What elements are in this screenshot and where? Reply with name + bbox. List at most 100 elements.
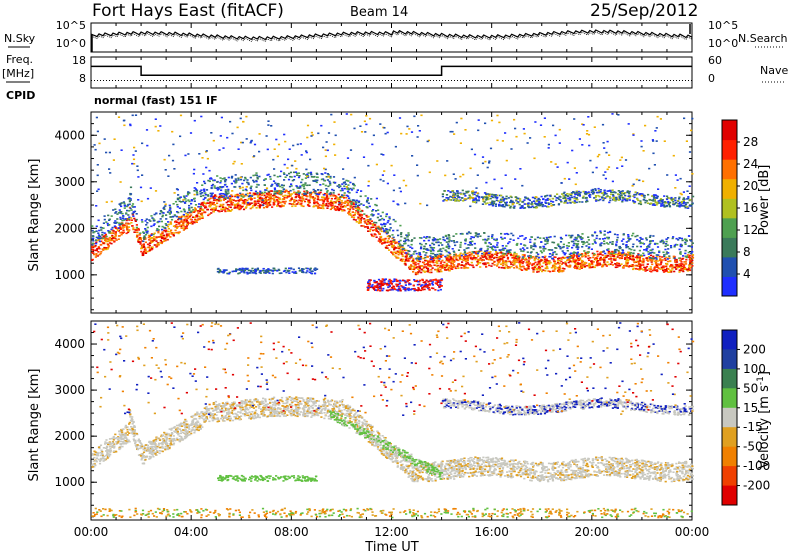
power-echo-cell bbox=[359, 210, 362, 213]
power-echo-cell bbox=[626, 246, 630, 248]
power-echo-cell bbox=[575, 190, 578, 193]
power-echo-cell bbox=[449, 265, 452, 267]
power-echo-cell bbox=[531, 263, 534, 265]
power-echo-cell bbox=[497, 200, 500, 202]
power-echo-cell bbox=[113, 236, 117, 238]
power-echo-cell bbox=[453, 241, 456, 244]
power-echo-cell bbox=[644, 270, 647, 272]
power-echo-cell bbox=[498, 205, 501, 207]
power-echo-cell bbox=[466, 256, 469, 259]
power-echo-cell bbox=[99, 252, 102, 255]
power-echo-cell bbox=[156, 228, 159, 230]
power-echo-cell bbox=[292, 179, 296, 181]
power-echo-cell bbox=[180, 227, 183, 229]
power-echo-cell bbox=[512, 256, 515, 259]
power-echo-cell bbox=[522, 261, 525, 263]
power-echo-cell bbox=[551, 241, 554, 244]
power-echo-cell bbox=[688, 269, 692, 272]
power-echo-cell bbox=[204, 193, 207, 196]
power-echo-cell bbox=[153, 213, 156, 216]
velocity-colorbar-tick-label: 200 bbox=[743, 342, 766, 356]
power-echo-cell bbox=[242, 208, 246, 211]
power-echo-cell bbox=[489, 256, 492, 259]
power-echo-cell bbox=[156, 229, 159, 232]
power-echo-cell bbox=[140, 250, 143, 253]
power-echo-cell bbox=[329, 182, 332, 184]
power-echo-cell bbox=[126, 227, 129, 229]
power-echo-cell bbox=[194, 188, 197, 190]
power-echo-cell bbox=[582, 243, 585, 246]
power-echo-cell bbox=[171, 216, 174, 218]
power-echo-cell bbox=[429, 255, 432, 257]
power-echo-cell bbox=[663, 257, 666, 260]
power-echo-cell bbox=[445, 259, 448, 262]
power-echo-cell bbox=[434, 254, 437, 256]
power-echo-cell bbox=[303, 190, 306, 193]
power-echo-cell bbox=[270, 185, 273, 187]
power-echo-cell bbox=[437, 241, 440, 243]
power-echo-cell bbox=[537, 262, 540, 264]
power-echo-cell bbox=[553, 195, 557, 198]
power-y-tick-label: 1000 bbox=[54, 268, 85, 282]
power-echo-cell bbox=[326, 207, 329, 209]
power-echo-cell bbox=[119, 225, 122, 227]
power-echo-cell bbox=[298, 175, 301, 177]
power-echo-cell bbox=[419, 256, 423, 258]
power-echo-cell bbox=[219, 177, 222, 179]
power-echo-cell bbox=[605, 242, 608, 244]
power-echo-cell bbox=[194, 204, 198, 206]
power-echo-cell bbox=[375, 230, 378, 232]
power-echo-cell bbox=[527, 267, 530, 270]
power-echo-cell bbox=[614, 259, 617, 261]
power-echo-cell bbox=[163, 226, 166, 229]
power-echo-cell bbox=[676, 199, 680, 202]
power-echo-cell bbox=[132, 228, 135, 231]
x-tick-label: 16:00 bbox=[474, 525, 509, 539]
power-echo-cell bbox=[643, 266, 646, 269]
power-echo-cell bbox=[339, 185, 342, 187]
power-echo-cell bbox=[624, 194, 627, 197]
power-echo-cell bbox=[251, 194, 254, 196]
power-echo-cell bbox=[140, 240, 143, 242]
power-echo-cell bbox=[184, 227, 187, 230]
power-echo-cell bbox=[405, 255, 409, 257]
noise-right-tick-bottom: 10^0 bbox=[708, 37, 738, 50]
power-y-tick-label: 2000 bbox=[54, 221, 85, 235]
power-echo-cell bbox=[331, 188, 334, 191]
power-echo-cell bbox=[265, 192, 268, 195]
power-echo-cell bbox=[523, 255, 526, 257]
power-echo-cell bbox=[401, 255, 404, 258]
power-echo-cell bbox=[615, 243, 618, 246]
power-echo-cell bbox=[386, 240, 389, 242]
power-echo-cell bbox=[487, 235, 490, 238]
power-echo-cell bbox=[136, 234, 139, 236]
power-echo-cell bbox=[202, 188, 206, 191]
power-echo-cell bbox=[320, 189, 323, 191]
power-echo-cell bbox=[173, 214, 176, 216]
power-echo-cell bbox=[119, 212, 122, 214]
power-echo-cell bbox=[686, 254, 689, 256]
power-echo-cell bbox=[540, 241, 543, 243]
power-echo-cell bbox=[158, 236, 161, 238]
power-echo-cell bbox=[491, 247, 494, 250]
power-echo-cell bbox=[233, 203, 236, 206]
power-echo-cell bbox=[297, 195, 300, 197]
power-echo-cell bbox=[498, 194, 502, 197]
power-echo-cell bbox=[621, 200, 624, 203]
power-echo-cell bbox=[503, 237, 506, 239]
power-echo-cell bbox=[592, 256, 595, 259]
power-echo-cell bbox=[177, 232, 180, 235]
power-echo-cell bbox=[492, 203, 495, 206]
power-echo-cell bbox=[567, 197, 570, 200]
power-echo-cell bbox=[360, 216, 364, 219]
power-echo-cell bbox=[146, 230, 149, 233]
power-echo-cell bbox=[680, 244, 683, 247]
power-echo-cell bbox=[445, 245, 448, 248]
power-echo-cell bbox=[220, 208, 223, 210]
power-echo-cell bbox=[682, 198, 685, 201]
power-echo-cell bbox=[329, 184, 332, 186]
power-echo-cell bbox=[495, 197, 499, 199]
power-echo-cell bbox=[391, 234, 394, 236]
power-echo-cell bbox=[545, 263, 548, 265]
power-echo-cell bbox=[190, 221, 193, 223]
